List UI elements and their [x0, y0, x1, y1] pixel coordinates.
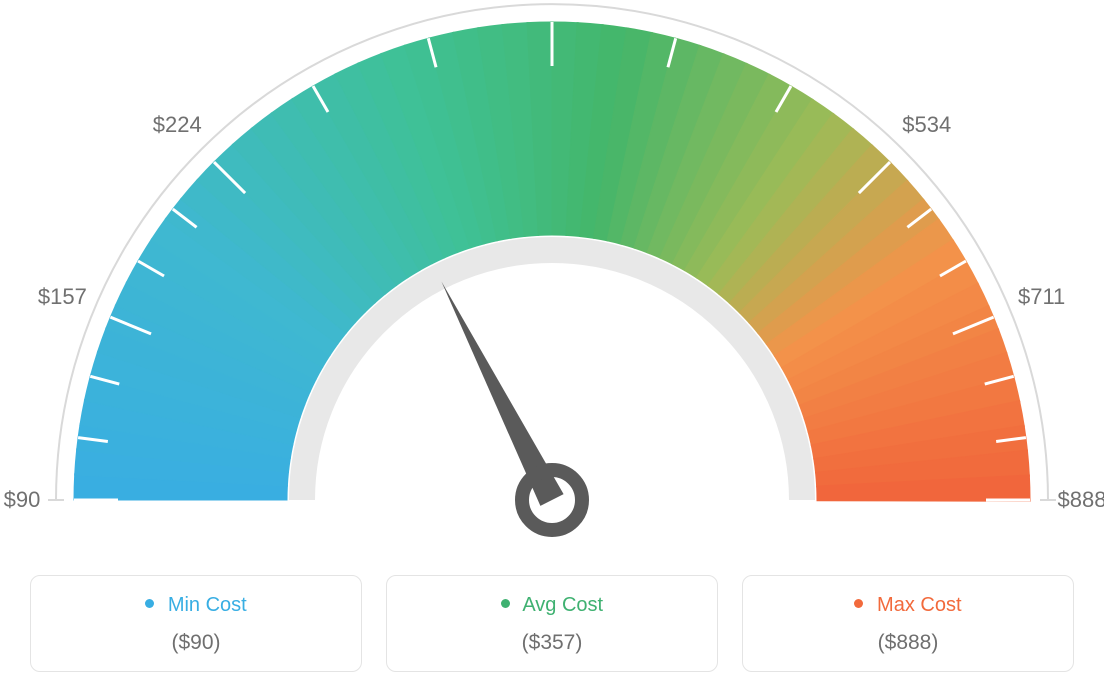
dot-icon [854, 599, 863, 608]
gauge-svg [0, 0, 1104, 560]
legend-card-avg: Avg Cost ($357) [386, 575, 718, 672]
legend-label: Max Cost [877, 594, 961, 616]
gauge-axis-label: $157 [38, 284, 87, 310]
gauge-axis-label: $224 [153, 112, 202, 138]
legend-row: Min Cost ($90) Avg Cost ($357) Max Cost … [30, 575, 1074, 672]
legend-label: Min Cost [168, 594, 247, 616]
legend-card-min: Min Cost ($90) [30, 575, 362, 672]
gauge-axis-label: $90 [4, 487, 41, 513]
gauge-axis-label: $711 [1018, 284, 1065, 310]
gauge-axis-label: $888 [1058, 487, 1104, 513]
dot-icon [145, 599, 154, 608]
legend-value-max: ($888) [753, 631, 1063, 655]
legend-label: Avg Cost [522, 594, 603, 616]
legend-title-min: Min Cost [41, 594, 351, 617]
legend-title-max: Max Cost [753, 594, 1063, 617]
gauge-axis-label: $534 [902, 112, 951, 138]
gauge-area: $90$157$224$357$534$711$888 [0, 0, 1104, 560]
legend-title-avg: Avg Cost [397, 594, 707, 617]
legend-value-min: ($90) [41, 631, 351, 655]
legend-card-max: Max Cost ($888) [742, 575, 1074, 672]
dot-icon [501, 599, 510, 608]
cost-gauge-widget: $90$157$224$357$534$711$888 Min Cost ($9… [0, 0, 1104, 690]
legend-value-avg: ($357) [397, 631, 707, 655]
